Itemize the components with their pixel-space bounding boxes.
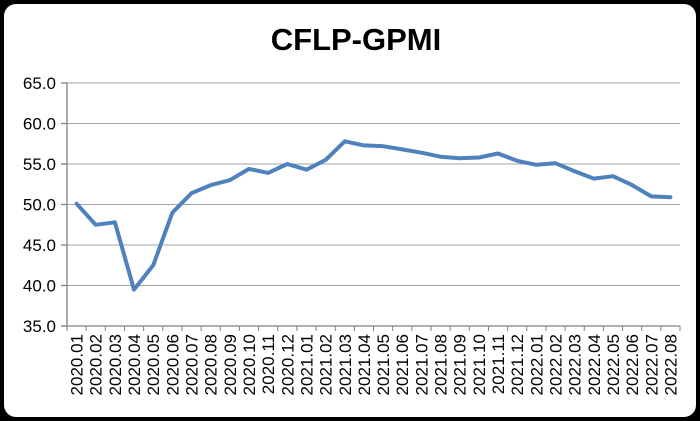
x-axis-tick-label: 2022.05: [604, 334, 623, 395]
y-axis-tick-label: 60.0: [23, 115, 56, 134]
x-axis-tick-label: 2021.02: [317, 334, 336, 395]
chart-background-panel: [4, 4, 696, 417]
x-axis-tick-label: 2021.08: [432, 334, 451, 395]
x-axis-tick-label: 2021.10: [470, 334, 489, 395]
chart-title: CFLP-GPMI: [270, 22, 442, 57]
x-axis-tick-label: 2020.02: [87, 334, 106, 395]
x-axis-tick-label: 2020.05: [144, 334, 163, 395]
x-axis-tick-label: 2022.03: [566, 334, 585, 395]
x-axis-tick-label: 2021.06: [393, 334, 412, 395]
x-axis-tick-label: 2021.03: [336, 334, 355, 395]
x-axis-tick-label: 2020.03: [106, 334, 125, 395]
x-axis-tick-label: 2020.10: [240, 334, 259, 395]
y-axis-tick-label: 50.0: [23, 196, 56, 215]
x-axis-tick-label: 2021.11: [489, 334, 508, 394]
x-axis-tick-label: 2021.01: [297, 334, 316, 395]
x-axis-tick-label: 2022.06: [623, 334, 642, 395]
x-axis-tick-label: 2020.04: [125, 334, 144, 395]
x-axis-tick-label: 2020.06: [163, 334, 182, 395]
x-axis-tick-label: 2022.07: [642, 334, 661, 395]
series-line-CFLP-GPMI: [74, 139, 673, 292]
x-axis-tick-label: 2022.08: [661, 334, 680, 395]
x-axis-tick-label: 2020.11: [259, 334, 278, 394]
x-axis-tick-label: 2021.05: [374, 334, 393, 395]
x-axis-tick-label: 2020.12: [278, 334, 297, 395]
y-axis-tick-label: 55.0: [23, 155, 56, 174]
x-axis-tick-label: 2020.09: [221, 334, 240, 395]
x-axis-tick-label: 2021.09: [451, 334, 470, 395]
y-axis-tick-label: 40.0: [23, 277, 56, 296]
x-axis-tick-label: 2020.07: [183, 334, 202, 395]
y-axis-tick-label: 45.0: [23, 236, 56, 255]
x-axis-tick-label: 2021.07: [412, 334, 431, 395]
x-axis-tick-label: 2020.01: [68, 334, 87, 395]
x-axis-tick-label: 2021.12: [508, 334, 527, 395]
y-axis-tick-label: 35.0: [23, 317, 56, 336]
x-axis-tick-label: 2020.08: [202, 334, 221, 395]
x-axis-tick-label: 2022.02: [546, 334, 565, 395]
y-axis-tick-label: 65.0: [23, 74, 56, 93]
x-axis-tick-label: 2022.04: [585, 334, 604, 395]
x-axis-tick-label: 2021.04: [355, 334, 374, 395]
x-axis-tick-label: 2022.01: [527, 334, 546, 395]
